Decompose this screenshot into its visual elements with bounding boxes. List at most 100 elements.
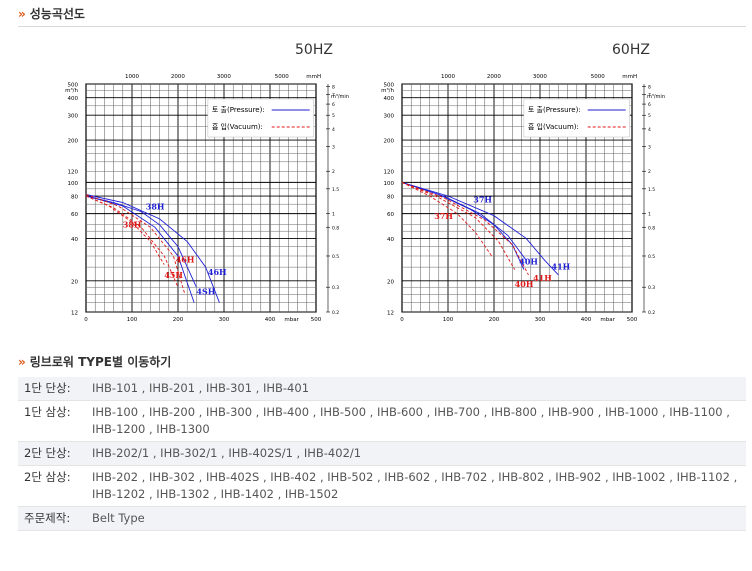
y2-tick-label: 8 [648, 84, 651, 90]
curve-label: 40H [515, 279, 534, 289]
row-label: 1단 삼상: [18, 400, 86, 442]
double-chevron-icon: » [18, 355, 26, 369]
y-unit-label: m³/h [65, 87, 78, 94]
series-line-40H-pressure [401, 181, 527, 261]
x2-tick-label: 3000 [217, 74, 231, 80]
x2-unit-label: mmH [622, 74, 637, 80]
y-tick-label: 40 [387, 237, 394, 243]
model-line[interactable]: Belt Type [92, 511, 145, 525]
y-tick-label: 400 [384, 96, 395, 102]
curve-label: 41H [533, 273, 552, 283]
table-row: 2단 단상: IHB-202/1 , IHB-302/1 , IHB-402S/1… [18, 441, 746, 466]
x-tick-label: 500 [627, 317, 638, 323]
legend-box [523, 98, 630, 138]
chart-60hz: 12 20 40 60 80 100 120 200 300 400 500 m³/h 0 100 200 3… [374, 40, 674, 330]
y-tick-label: 12 [71, 311, 78, 317]
x2-tick-label: 5000 [275, 74, 289, 80]
x2-tick-label: 2000 [171, 74, 185, 80]
y-tick-label: 500 [384, 83, 395, 89]
y2-tick-label: 0.3 [648, 285, 655, 291]
x2-tick-label: 1000 [125, 74, 139, 80]
legend-box [207, 98, 314, 138]
model-table: 1단 단상: IHB-101 , IHB-201 , IHB-301 , IHB-… [18, 377, 746, 531]
double-chevron-icon: » [18, 7, 26, 21]
x-tick-label: 200 [173, 317, 184, 323]
y2-tick-label: 2 [648, 169, 651, 175]
performance-section-title: » 성능곡선도 [18, 6, 85, 22]
legend-pressure-label: 토 출(Pressure): [212, 105, 265, 114]
y2-tick-label: 2 [332, 169, 335, 175]
section-divider [18, 26, 746, 27]
series-line-38H-pressure [85, 195, 197, 288]
y-tick-label: 80 [387, 195, 394, 201]
y2-tick-label: 1 [332, 212, 335, 218]
series-line-45H-vacuum [85, 195, 179, 288]
y-tick-label: 300 [68, 114, 79, 120]
table-row: 1단 삼상: IHB-100 , IHB-200 , IHB-300 , IHB-… [18, 400, 746, 442]
table-row: 2단 삼상: IHB-202 , IHB-302 , IHB-402S , IHB… [18, 465, 746, 507]
model-line[interactable]: IHB-202/1 , IHB-302/1 , IHB-402S/1 , IHB… [92, 446, 362, 460]
y-tick-label: 20 [71, 279, 78, 285]
y2-tick-label: 0.5 [332, 254, 339, 260]
y2-tick-label: 4 [332, 127, 335, 133]
y2-tick-label: 0.5 [648, 254, 655, 260]
curve-label: 37H [473, 194, 492, 204]
x2-tick-label: 2000 [487, 74, 501, 80]
series-line-41H-vacuum [401, 181, 529, 276]
x-tick-label: 0 [84, 317, 88, 323]
series-line-46H-pressure [85, 194, 220, 303]
x2-tick-label: 1000 [441, 74, 455, 80]
y2-tick-label: 0.8 [332, 225, 339, 231]
y2-unit-label: m³/min [647, 94, 665, 100]
curve-label: 46H [176, 254, 195, 264]
row-label: 2단 단상: [18, 441, 86, 466]
x-tick-label: 300 [219, 317, 230, 323]
y-tick-label: 200 [68, 139, 79, 145]
chart-60hz-title: 60HZ [612, 42, 650, 58]
y-tick-label: 120 [68, 170, 79, 176]
y-tick-label: 80 [71, 195, 78, 201]
y-tick-label: 400 [68, 96, 79, 102]
series-line-41H-pressure [401, 181, 559, 276]
y2-tick-label: 5 [332, 113, 335, 119]
curve-label: 45H [164, 270, 183, 280]
x2-tick-label: 3000 [533, 74, 547, 80]
y2-tick-label: 4 [648, 127, 651, 133]
y2-unit-label: m³/min [331, 94, 349, 100]
x-tick-label: 400 [581, 317, 592, 323]
model-line[interactable]: IHB-202 , IHB-302 , IHB-402S , IHB-402 ,… [92, 470, 738, 484]
performance-title-text: 성능곡선도 [29, 7, 85, 21]
row-models[interactable]: IHB-101 , IHB-201 , IHB-301 , IHB-401 [86, 377, 746, 401]
row-models[interactable]: IHB-202 , IHB-302 , IHB-402S , IHB-402 ,… [86, 465, 746, 507]
y2-tick-label: 0.8 [648, 225, 655, 231]
x-tick-label: 0 [400, 317, 404, 323]
x-tick-label: 100 [443, 317, 454, 323]
row-models[interactable]: IHB-202/1 , IHB-302/1 , IHB-402S/1 , IHB… [86, 441, 746, 466]
y2-tick-label: 6 [332, 102, 335, 108]
model-line[interactable]: IHB-1202 , IHB-1302 , IHB-1402 , IHB-150… [92, 487, 339, 501]
row-models[interactable]: Belt Type [86, 506, 746, 531]
models-title-text[interactable]: 링브로워 TYPE별 이동하기 [29, 355, 172, 369]
curve-label: 4SH [196, 286, 215, 296]
model-line[interactable]: IHB-101 , IHB-201 , IHB-301 , IHB-401 [92, 381, 310, 395]
y-tick-label: 20 [387, 279, 394, 285]
y2-tick-label: 1.5 [332, 187, 339, 193]
y2-tick-label: 5 [648, 113, 651, 119]
y2-tick-label: 3 [648, 144, 651, 150]
models-section-title: » 링브로워 TYPE별 이동하기 [18, 354, 171, 370]
model-line[interactable]: IHB-1200 , IHB-1300 [92, 422, 210, 436]
x2-unit-label: mmH [306, 74, 321, 80]
y2-tick-label: 0.2 [332, 310, 339, 316]
row-models[interactable]: IHB-100 , IHB-200 , IHB-300 , IHB-400 , … [86, 400, 746, 442]
x-unit-label: mbar [600, 317, 615, 323]
y-tick-label: 500 [68, 83, 79, 89]
legend-pressure-label: 토 출(Pressure): [528, 105, 581, 114]
curve-label: 38H [123, 219, 142, 229]
table-row: 주문제작: Belt Type [18, 506, 746, 531]
y-tick-label: 60 [71, 212, 78, 218]
model-line[interactable]: IHB-100 , IHB-200 , IHB-300 , IHB-400 , … [92, 405, 730, 419]
table-row: 1단 단상: IHB-101 , IHB-201 , IHB-301 , IHB-… [18, 377, 746, 401]
series-line-4SH-pressure [85, 195, 195, 303]
